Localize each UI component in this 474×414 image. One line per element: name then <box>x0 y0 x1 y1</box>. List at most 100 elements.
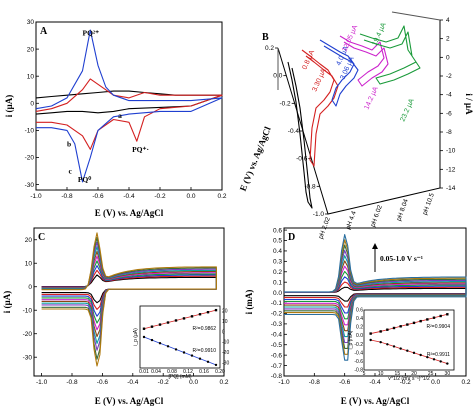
panel-0-ytick-label: 30 <box>27 19 35 26</box>
panel-2-xtick-label: -1.0 <box>36 379 48 386</box>
panel-3-ytick-label: -0.8 <box>271 373 283 380</box>
panel-c-inset-point-anodic <box>190 315 194 318</box>
panel-b-box-top <box>391 11 441 21</box>
panel-d-inset-point-anodic <box>439 314 442 318</box>
panel-b-ztick-label: -1.0 <box>313 211 325 218</box>
panel-2-xtick-label: 0.0 <box>189 379 198 386</box>
panel-d-inset-point-cathodic <box>379 340 382 344</box>
panel-d-inset-ytick: -0.2 <box>354 342 363 348</box>
panel-b-curve-4 <box>359 25 421 85</box>
panel-3-ytick-label: -0.3 <box>271 321 283 328</box>
panel-d-inset-xtick: 10 <box>378 371 384 377</box>
panel-a: A -1.0 -0.8 -0.6 -0.4 -0.2 0.0 0.2 -30 -20 -10 0 10… <box>4 19 227 218</box>
panel-3-ytick-label: -0.5 <box>271 342 283 349</box>
panel-d-inset-point-cathodic <box>432 358 436 361</box>
panel-2-xtick-label: 0.2 <box>219 379 228 386</box>
panel-c-inset-point-anodic <box>198 313 202 316</box>
panel-a-xlabel: E (V) vs. Ag/AgCl <box>95 208 164 218</box>
panel-c-inset-point-cathodic <box>150 338 154 342</box>
panel-3-xtick-label: 0.2 <box>461 379 470 386</box>
panel-0-ytick-label: 20 <box>27 46 35 53</box>
panel-b-ztick-label: -0.4 <box>288 128 300 135</box>
panel-a-letter: A <box>40 26 48 37</box>
panel-c-inset-xtick: 0.01 <box>139 369 149 375</box>
panel-c-inset-point-anodic <box>182 317 186 320</box>
panel-b-ztick-label: -0.6 <box>296 156 308 163</box>
panel-c: C -1.0 -0.8 -0.6 -0.4 -0.2 0.0 0.2 -30 -20 -10 0 10… <box>2 227 229 406</box>
panel-2-xtick-label: -0.4 <box>127 379 139 386</box>
panel-b-ytick-label: -4 <box>446 92 452 99</box>
panel-c-curve-9 <box>41 232 217 367</box>
panel-3-ytick-label: 0.6 <box>273 227 282 234</box>
panel-d-inset-point-anodic <box>419 319 422 323</box>
panel-c-inset-ytick: -30 <box>222 360 229 366</box>
panel-c-inset-xlabel: [PQ] (mM) <box>168 374 191 380</box>
panel-2-ytick-label: -20 <box>23 331 33 338</box>
panel-c-inset-ylabel: i_p (µA) <box>133 328 139 346</box>
panel-d-inset-point-cathodic <box>439 360 442 363</box>
panel-0-xtick-label: 0.2 <box>217 193 226 200</box>
panel-0-xtick-label: -1.0 <box>30 193 42 200</box>
panel-c-inset-point-cathodic <box>206 360 210 363</box>
panel-a-frame <box>35 21 223 191</box>
panel-d-inset-xtick: 5 <box>363 371 366 377</box>
panel-0-xtick-label: -0.4 <box>123 193 135 200</box>
panel-b-ztick-label: 0.0 <box>273 73 282 80</box>
panel-b-ph-label: pH 10.5 <box>422 192 436 216</box>
panel-b-curve-2 <box>319 39 359 107</box>
panel-d-scan-arrowhead <box>372 243 378 249</box>
panel-d-inset-point-anodic <box>446 313 449 316</box>
panel-d-inset-point-anodic <box>369 332 372 335</box>
panel-d-inset-point-anodic <box>406 323 409 326</box>
panel-d-inset-point-cathodic <box>399 347 402 350</box>
panel-d-inset-ytick: -0.4 <box>354 350 363 356</box>
panel-b-ytick-label: -12 <box>446 166 456 173</box>
panel-a-annotation: PQ⁺· <box>132 145 149 154</box>
panel-3-xtick-label: 0.0 <box>431 379 440 386</box>
panel-d-inset-ytick: 0.4 <box>356 316 363 322</box>
panel-c-inset-r2-cathodic: R²=0.9910 <box>193 348 217 354</box>
panel-d-inset-ytick: 0.6 <box>356 308 363 314</box>
panel-c-inset-point-anodic <box>206 311 210 314</box>
panel-d: D -1.0 -0.8 -0.6 -0.4 -0.2 0.0 0.2-0.8-0.7-0.6… <box>244 227 471 406</box>
panel-b-ytick-label: -6 <box>446 110 452 117</box>
panel-2-xtick-label: -0.6 <box>97 379 109 386</box>
panel-d-inset-point-anodic <box>426 318 429 321</box>
panel-d-inset-xtick: 30 <box>445 371 451 377</box>
panel-d-inset-r2-cathodic: R²=0.9911 <box>427 352 450 358</box>
panel-d-inset-ylabel: i_p (mA) <box>348 330 354 349</box>
panel-c-inset-point-cathodic <box>174 348 178 351</box>
panel-b-ytick-label: 4 <box>446 17 450 24</box>
panel-0-xtick-label: -0.2 <box>154 193 166 200</box>
panel-d-inset-point-cathodic <box>419 353 422 357</box>
panel-3-xtick-label: -0.2 <box>400 379 412 386</box>
panel-d-inset-xtick: 25 <box>428 371 434 377</box>
panel-d-inset-point-cathodic <box>446 362 449 365</box>
panel-0-xtick-label: -0.8 <box>61 193 73 200</box>
panel-b-ztick-label: -0.8 <box>304 183 316 190</box>
panel-c-inset-point-anodic <box>158 323 162 326</box>
panel-d-scan-rate: 0.05-1.0 V s⁻¹ <box>380 254 423 263</box>
panel-d-inset-point-cathodic <box>369 338 372 342</box>
panel-c-inset-ytick: 0 <box>222 329 225 335</box>
panel-d-curve-10 <box>284 234 467 361</box>
panel-3-ytick-label: 0.5 <box>273 238 282 245</box>
panel-b-ylabel: i / µA <box>464 93 474 115</box>
panel-c-inset-ytick: 10 <box>222 319 228 325</box>
panel-0-ytick-label: -10 <box>25 128 35 135</box>
panel-3-ytick-label: 0.1 <box>273 279 282 286</box>
panel-d-inset-point-cathodic <box>412 351 416 355</box>
panel-b-ph-label: pH 6.02 <box>370 204 384 228</box>
panel-d-inset-point-anodic <box>392 326 396 330</box>
panel-3-ytick-label: 0.0 <box>273 290 282 297</box>
panel-a-curve-a <box>35 90 223 115</box>
panel-b-current-label: 23.2 µA <box>399 97 415 122</box>
panel-3-xtick-label: -0.6 <box>339 379 351 386</box>
panel-b: B pH 2.02 pH 4.4 pH 6.02 pH 8.04 pH 10.50.20… <box>238 11 474 240</box>
panel-d-inset-ytick: -0.6 <box>354 359 363 365</box>
panel-2-xtick-label: -0.8 <box>66 379 78 386</box>
panel-b-ytick-label: -10 <box>446 148 456 155</box>
panel-d-inset-point-anodic <box>432 316 436 319</box>
panel-d-inset-ytick: 0.0 <box>356 333 363 339</box>
